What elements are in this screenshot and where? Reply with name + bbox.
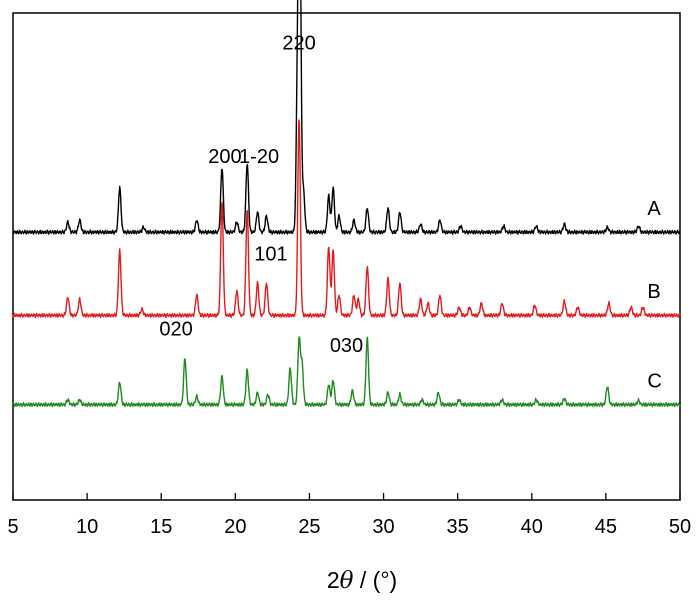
peak-label: 101 xyxy=(254,244,287,266)
peak-label: 020 xyxy=(159,319,192,341)
x-axis-label-theta: θ xyxy=(340,568,354,594)
series-label-C: C xyxy=(647,370,661,392)
x-axis-ticks: 5 10 15 20 25 30 35 40 45 50 xyxy=(7,493,691,538)
x-axis-label-prefix: 2 xyxy=(327,567,340,593)
x-tick-label: 25 xyxy=(298,516,320,538)
series-line-A xyxy=(12,0,681,235)
x-tick-label: 35 xyxy=(447,516,469,538)
peak-label: 200 xyxy=(208,146,241,168)
x-tick-label: 15 xyxy=(150,516,172,538)
x-tick-label: 45 xyxy=(595,516,617,538)
series-line-C xyxy=(12,336,681,408)
x-axis-label: 2θ / (°) xyxy=(327,567,397,594)
series-label-B: B xyxy=(647,281,660,303)
series-labels: A B C xyxy=(647,198,661,392)
peak-label: 1-20 xyxy=(239,146,279,168)
series-layer xyxy=(12,0,681,408)
series-line-B xyxy=(12,119,681,319)
x-tick-label: 40 xyxy=(521,516,543,538)
x-tick-label: 20 xyxy=(224,516,246,538)
x-axis-label-suffix: / (°) xyxy=(353,567,397,593)
x-tick-label: 5 xyxy=(7,516,18,538)
x-tick-label: 30 xyxy=(372,516,394,538)
peak-label: 220 xyxy=(282,33,315,55)
series-label-A: A xyxy=(647,198,661,220)
plot-frame xyxy=(12,12,681,501)
x-tick-label: 10 xyxy=(76,516,98,538)
x-tick-label: 50 xyxy=(669,516,691,538)
peak-label: 030 xyxy=(330,335,363,357)
